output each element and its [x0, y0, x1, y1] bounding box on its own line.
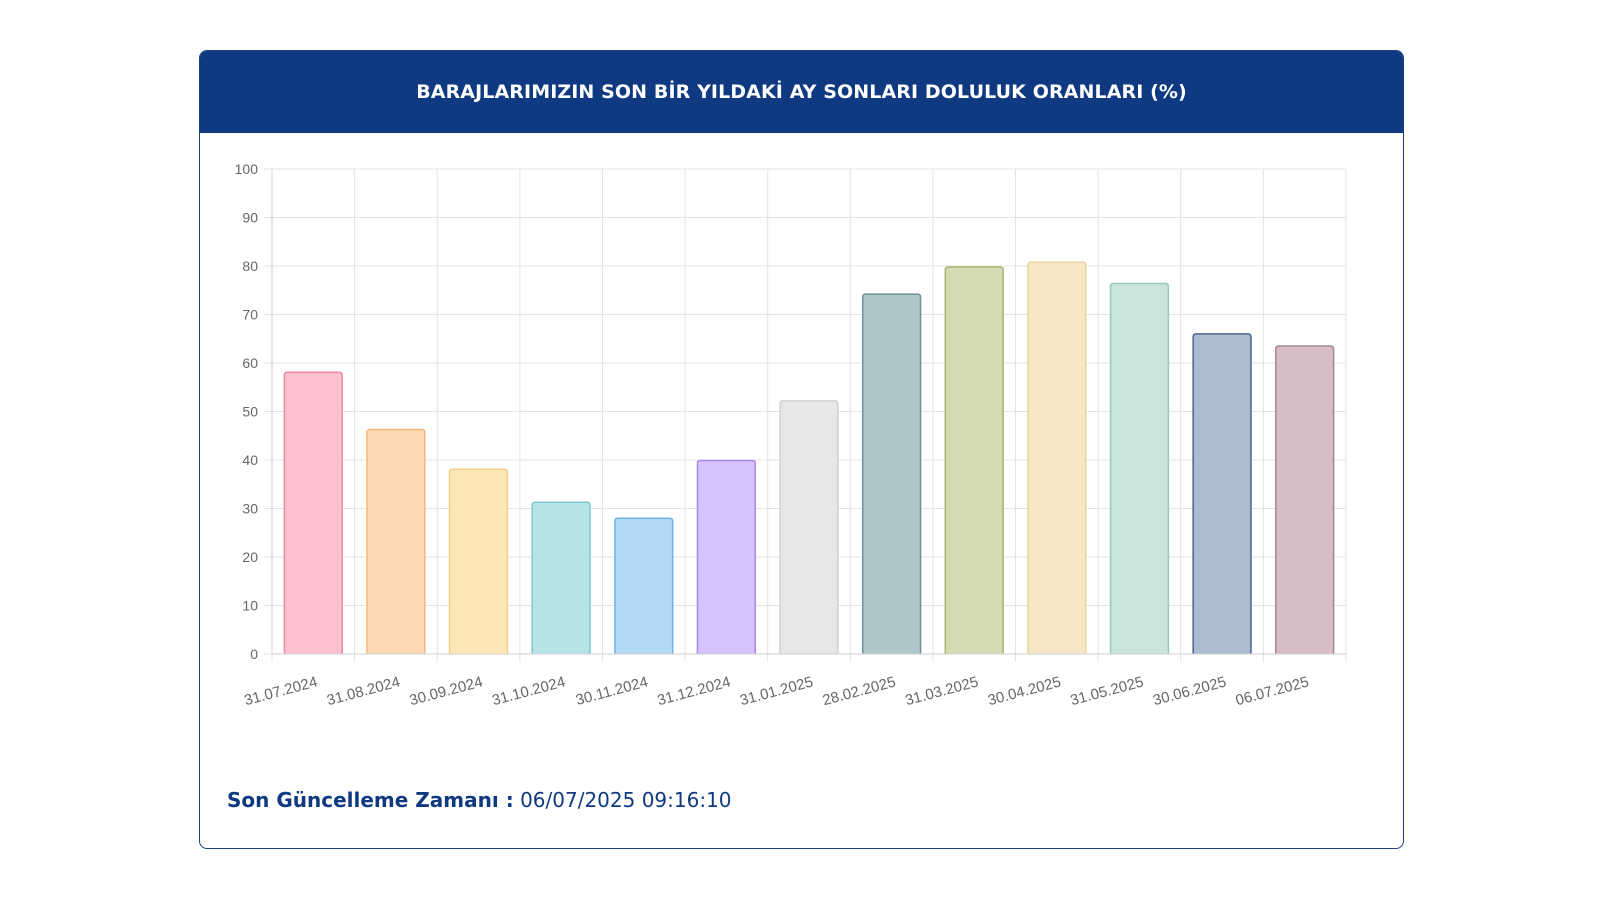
x-tick-label: 06.07.2025	[1234, 673, 1311, 709]
x-tick-label: 31.05.2025	[1069, 673, 1146, 709]
last-update-label: Son Güncelleme Zamanı :	[227, 788, 514, 812]
y-tick-label: 70	[242, 307, 258, 323]
bars	[283, 261, 1335, 654]
bar-31.08.2024[interactable]	[366, 428, 426, 654]
chart-title: BARAJLARIMIZIN SON BİR YILDAKİ AY SONLAR…	[416, 81, 1187, 103]
bar-30.09.2024[interactable]	[448, 468, 509, 654]
x-tick-label: 31.03.2025	[903, 673, 980, 709]
y-tick-label: 40	[242, 452, 258, 468]
x-tick-label: 31.12.2024	[656, 673, 733, 709]
x-tick-label: 30.06.2025	[1151, 673, 1228, 709]
bar-30.04.2025[interactable]	[1027, 261, 1087, 654]
bar-31.12.2024[interactable]	[696, 459, 757, 654]
x-tick-label: 31.01.2025	[738, 673, 815, 709]
x-tick-label: 30.04.2025	[986, 673, 1063, 709]
y-tick-label: 0	[250, 646, 258, 662]
dam-occupancy-card: BARAJLARIMIZIN SON BİR YILDAKİ AY SONLAR…	[199, 50, 1404, 849]
bar-28.02.2025[interactable]	[861, 293, 922, 654]
chart-area: 0 10 20 30 40 50 60 70 80 90 100 31.07.2024 31.08.2…	[200, 133, 1403, 763]
y-tick-label: 60	[242, 355, 258, 371]
axes	[271, 169, 1346, 655]
last-update: Son Güncelleme Zamanı : 06/07/2025 09:16…	[227, 788, 732, 812]
y-tick-label: 30	[242, 501, 258, 517]
bar-30.06.2025[interactable]	[1192, 333, 1252, 654]
bar-06.07.2025[interactable]	[1275, 345, 1335, 654]
y-tick-label: 20	[242, 549, 258, 565]
card-header: BARAJLARIMIZIN SON BİR YILDAKİ AY SONLAR…	[200, 51, 1403, 133]
x-tick-label: 28.02.2025	[821, 673, 898, 709]
bar-31.07.2024[interactable]	[283, 371, 343, 654]
x-tick-label: 30.11.2024	[574, 673, 650, 709]
x-tick-label: 31.07.2024	[242, 673, 319, 709]
bar-31.10.2024[interactable]	[531, 501, 591, 654]
bar-31.01.2025[interactable]	[779, 400, 839, 654]
y-tick-label: 50	[242, 404, 258, 420]
y-tick-label: 100	[235, 161, 259, 177]
y-tick-label: 80	[242, 258, 258, 274]
y-tick-label: 10	[242, 598, 258, 614]
bar-31.03.2025[interactable]	[944, 266, 1004, 654]
x-tick-label: 30.09.2024	[408, 673, 485, 709]
bar-31.05.2025[interactable]	[1109, 282, 1170, 654]
x-tick-label: 31.10.2024	[490, 673, 567, 709]
bar-chart: 0 10 20 30 40 50 60 70 80 90 100 31.07.2024 31.08.2…	[235, 161, 1347, 709]
x-tick-label: 31.08.2024	[325, 673, 402, 709]
y-tick-label: 90	[242, 210, 258, 226]
x-tick-labels: 31.07.2024 31.08.2024 30.09.2024 31.10.2024…	[242, 673, 1310, 709]
y-tick-labels: 0 10 20 30 40 50 60 70 80 90 100	[235, 161, 259, 662]
bar-30.11.2024[interactable]	[614, 517, 674, 654]
last-update-value: 06/07/2025 09:16:10	[520, 788, 732, 812]
